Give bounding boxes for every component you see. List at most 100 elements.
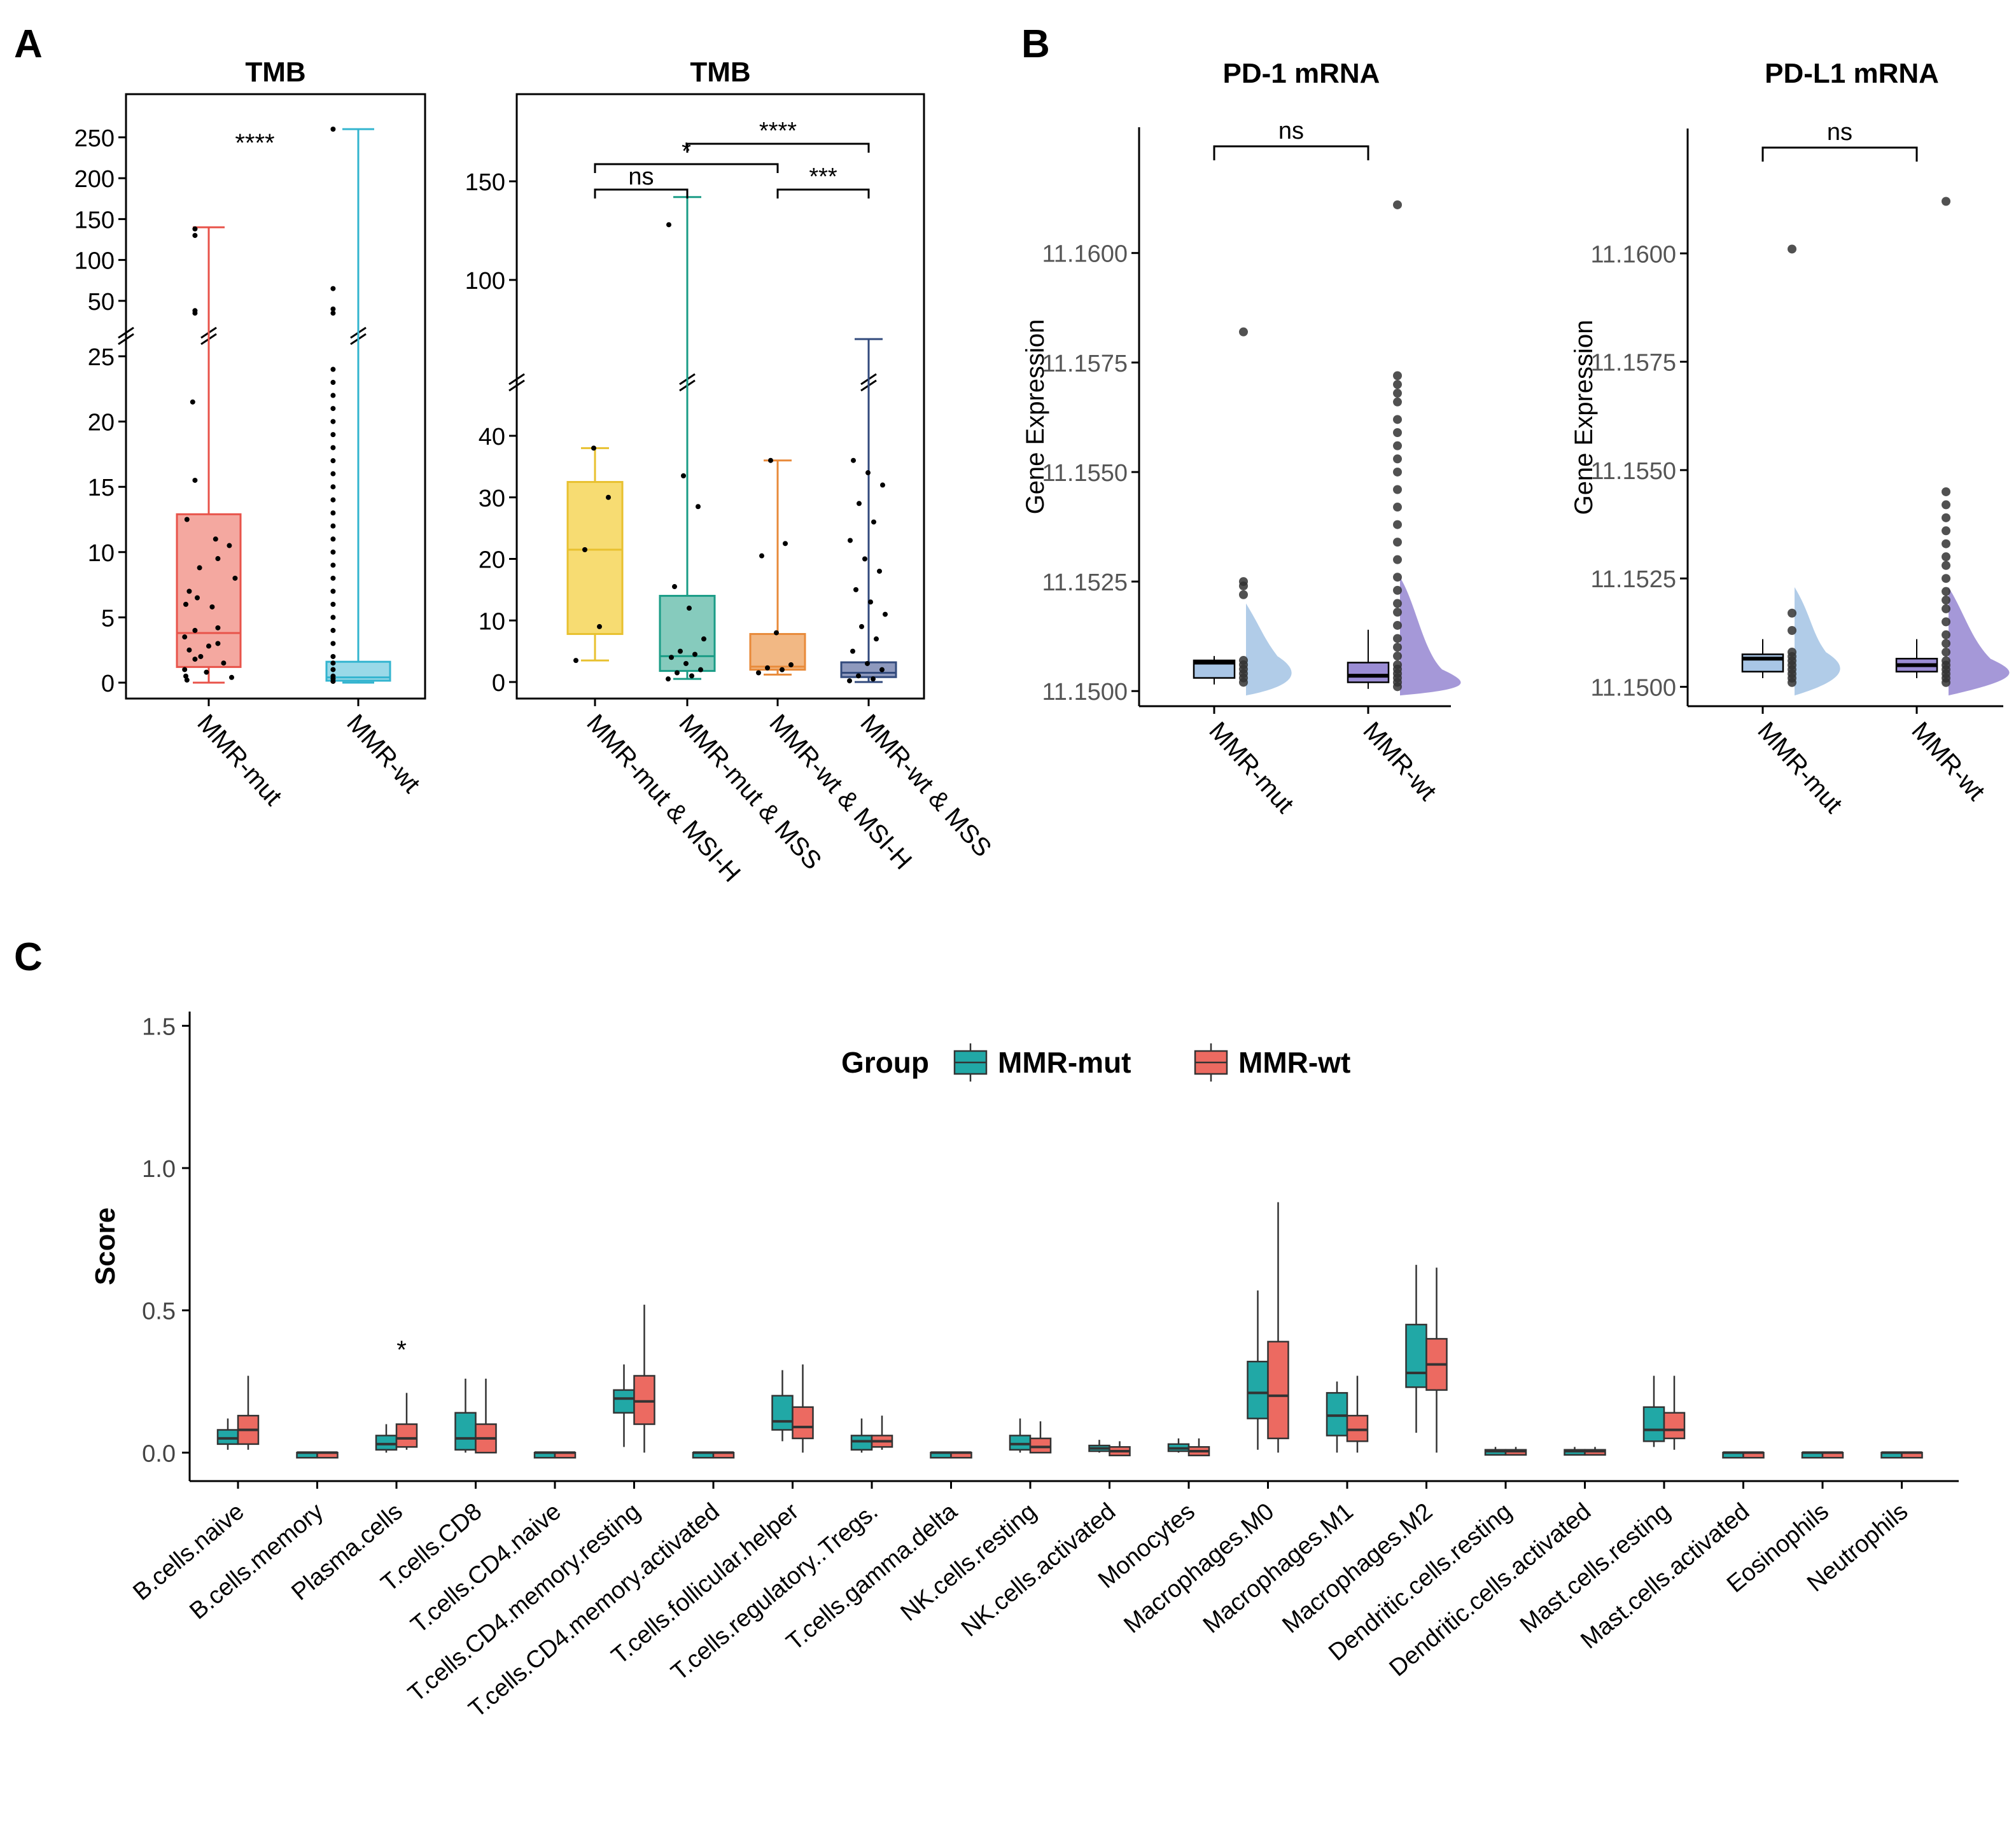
- y-tick-label: 50: [88, 289, 115, 316]
- data-point: [1239, 590, 1248, 599]
- data-point: [1393, 415, 1402, 424]
- x-tick-label: MMR-mut: [1203, 717, 1299, 819]
- box-MMR-mut: [613, 1389, 635, 1414]
- data-point: [197, 565, 202, 571]
- data-point: [1942, 574, 1950, 583]
- data-point: [1393, 608, 1402, 617]
- data-point: [1942, 487, 1950, 496]
- data-point: [1393, 467, 1402, 477]
- data-point: [330, 601, 336, 607]
- axis-break-mark: [508, 379, 525, 392]
- data-point: [774, 630, 779, 636]
- data-point: [1942, 656, 1950, 665]
- panel-label-c: C: [14, 935, 43, 979]
- data-point: [330, 432, 336, 438]
- y-tick-label: 100: [74, 248, 115, 275]
- chart-title: TMB: [690, 57, 750, 88]
- comparison-label: ns: [1827, 119, 1852, 146]
- data-point: [186, 647, 192, 653]
- immune-chart: Score 0.0 0.5 1.0 1.5 Group MMR-mut MMR-wt B.cel…: [90, 1012, 1959, 1723]
- data-point: [1393, 428, 1402, 437]
- data-point: [879, 667, 885, 672]
- x-tick-label: MMR-mut: [192, 709, 287, 811]
- data-point: [865, 470, 871, 476]
- data-point: [1393, 620, 1402, 630]
- data-point: [184, 677, 190, 683]
- data-point: [696, 504, 701, 510]
- data-point: [330, 445, 336, 450]
- comparison-label: ****: [759, 118, 797, 144]
- y-tick-label: 1.5: [142, 1013, 176, 1040]
- data-point: [330, 393, 336, 398]
- data-point: [195, 595, 200, 601]
- y-tick-label: 200: [74, 166, 115, 193]
- data-point: [330, 366, 336, 372]
- x-tick-label: MMR-mut & MSI-H: [581, 709, 746, 888]
- x-tick-label: MMR-wt: [341, 709, 425, 798]
- data-point: [1393, 389, 1402, 398]
- y-tick-label: 11.1550: [1042, 460, 1128, 487]
- data-point: [1393, 599, 1402, 608]
- y-tick-label: 25: [88, 344, 115, 371]
- plot-frame: [125, 93, 426, 700]
- data-point: [877, 568, 882, 574]
- data-point: [678, 648, 683, 654]
- data-point: [182, 634, 188, 640]
- density-half-violin: [1246, 603, 1292, 696]
- x-tick-label: MMR-wt: [1357, 717, 1441, 806]
- comparison-bracket: [686, 143, 870, 153]
- data-point: [330, 380, 336, 386]
- data-point: [330, 588, 336, 594]
- data-point: [788, 662, 794, 667]
- data-point: [215, 641, 221, 646]
- comparison-bracket: [594, 188, 689, 198]
- data-point: [182, 667, 188, 672]
- comparison-bracket: [594, 163, 779, 173]
- data-point: [871, 676, 876, 682]
- data-point: [859, 623, 864, 629]
- data-point: [1393, 397, 1402, 407]
- y-tick-label: 150: [74, 207, 115, 233]
- data-point: [1393, 538, 1402, 547]
- data-point: [883, 611, 888, 617]
- box-MMR-mut: [1326, 1392, 1348, 1437]
- data-point: [330, 286, 336, 291]
- data-point: [1942, 526, 1950, 536]
- data-point: [330, 406, 336, 412]
- y-tick-label: 1.0: [142, 1156, 176, 1183]
- box-MMR-wt: [1267, 1340, 1289, 1440]
- box-group-2: [749, 633, 806, 671]
- chart-title: PD-1 mRNA: [1223, 58, 1380, 89]
- plot-frame: [515, 93, 925, 700]
- data-point: [687, 605, 692, 611]
- tmb-chart-1: TMB 0 5 10 15 20 25 50 100 150 200 250 MMR-mut MMR-wt…: [74, 57, 426, 811]
- data-point: [1942, 500, 1950, 510]
- data-point: [330, 510, 336, 516]
- data-point: [209, 604, 215, 609]
- x-tick-label: MMR-wt: [1906, 717, 1990, 806]
- data-point: [1942, 587, 1950, 596]
- y-tick-label: 150: [465, 169, 505, 196]
- data-point: [666, 676, 671, 682]
- data-point: [183, 601, 188, 607]
- data-point: [330, 660, 336, 666]
- y-tick-label: 20: [479, 547, 505, 574]
- comparison-bracket: [776, 188, 870, 198]
- box-MMR-mut: [771, 1395, 794, 1431]
- y-tick-label: 11.1500: [1042, 679, 1128, 706]
- data-point: [330, 673, 336, 679]
- data-point: [330, 549, 336, 555]
- box-MMR-wt: [1347, 662, 1390, 683]
- data-point: [606, 494, 611, 500]
- data-point: [1788, 608, 1796, 618]
- data-point: [675, 670, 680, 676]
- data-point: [669, 655, 674, 660]
- comparison-label: ns: [628, 164, 654, 190]
- data-point: [880, 482, 885, 488]
- data-point: [192, 226, 198, 232]
- y-tick-label: 100: [465, 268, 505, 295]
- data-point: [330, 471, 336, 477]
- data-point: [215, 556, 221, 562]
- y-tick-label: 11.1575: [1590, 350, 1676, 377]
- data-point: [192, 657, 198, 662]
